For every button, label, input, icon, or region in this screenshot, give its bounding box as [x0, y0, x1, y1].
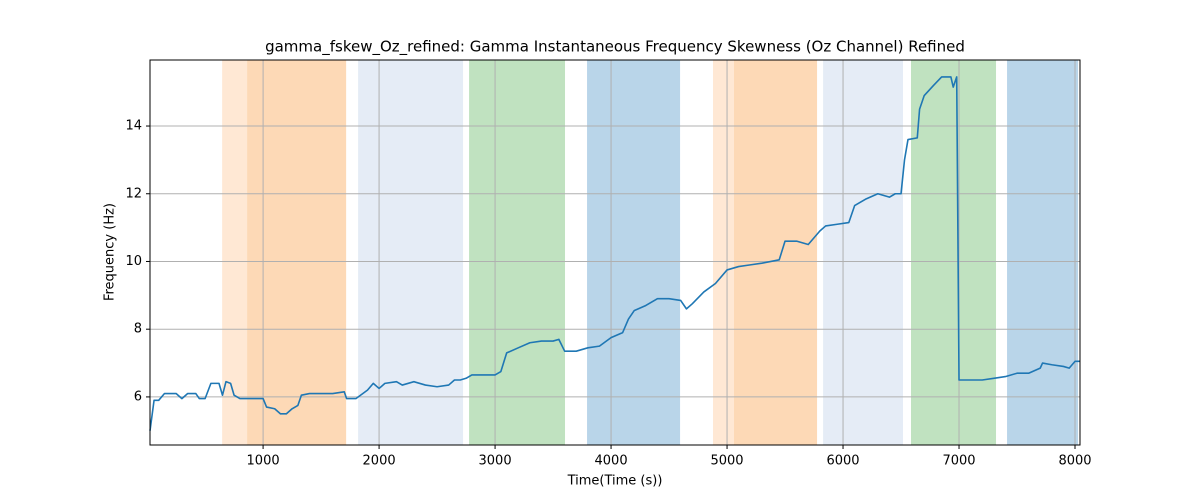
x-tick-label: 4000 [595, 454, 628, 469]
data-line [149, 76, 1080, 431]
x-axis-label: Time(Time (s)) [567, 474, 663, 489]
chart-title: gamma_fskew_Oz_refined: Gamma Instantane… [265, 38, 965, 57]
x-tick-label: 6000 [826, 454, 859, 469]
y-axis-label: Frequency (Hz) [103, 203, 118, 301]
y-tick-label: 12 [125, 186, 142, 201]
y-tick-label: 14 [125, 119, 142, 134]
shaded-span [1007, 60, 1079, 445]
x-tick-label: 1000 [247, 454, 280, 469]
shaded-span [587, 60, 681, 445]
shaded-span [469, 60, 566, 445]
shaded-span [222, 60, 248, 445]
y-tick-label: 10 [125, 254, 142, 269]
x-tick-label: 3000 [479, 454, 512, 469]
shaded-span [713, 60, 735, 445]
x-tick-label: 7000 [942, 454, 975, 469]
plot-frame [149, 59, 1081, 446]
x-tick-label: 5000 [710, 454, 743, 469]
y-tick-label: 6 [134, 389, 142, 404]
x-tick-label: 2000 [363, 454, 396, 469]
shaded-span [823, 60, 904, 445]
shaded-span [734, 60, 818, 445]
shaded-span [247, 60, 347, 445]
shaded-span [358, 60, 464, 445]
y-tick-label: 8 [134, 322, 142, 337]
x-tick-label: 8000 [1058, 454, 1091, 469]
shaded-span [911, 60, 997, 445]
